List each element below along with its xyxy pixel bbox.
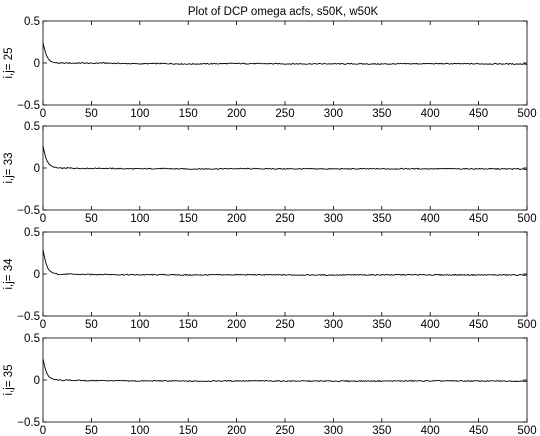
acf-series-line (42, 249, 528, 277)
x-tick-label: 500 (517, 213, 536, 225)
y-tick-label: 0 (34, 58, 40, 70)
x-tick-label: 350 (372, 425, 391, 436)
y-tick-label: 0.5 (24, 16, 40, 28)
x-tick-label: 450 (469, 108, 488, 120)
x-tick-label: 100 (130, 425, 149, 436)
x-tick-label: 500 (517, 425, 536, 436)
y-axis-label: i,j= 35 (3, 364, 15, 395)
x-tick-label: 250 (275, 213, 294, 225)
y-axis-label: i,j= 34 (3, 258, 15, 290)
x-tick-label: 450 (469, 425, 488, 436)
x-tick-label: 400 (421, 213, 440, 225)
y-tick-label: −0.5 (17, 311, 40, 323)
subplot-4: 0 50 100 150 200 250 300 350 400 450 500−0.500.5i,… (3, 333, 537, 436)
acf-series-line (42, 358, 528, 383)
y-tick-label: 0.5 (24, 227, 40, 239)
chart-title: Plot of DCP omega acfs, s50K, w50K (188, 6, 379, 18)
x-tick-label: 350 (372, 319, 391, 331)
x-tick-label: 500 (517, 319, 536, 331)
x-tick-label: 350 (372, 213, 391, 225)
x-tick-label: 200 (227, 213, 246, 225)
x-tick-label: 150 (179, 108, 198, 120)
x-tick-label: 400 (421, 425, 440, 436)
x-tick-label: 300 (324, 425, 343, 436)
y-tick-label: 0.5 (24, 121, 40, 133)
acf-series-line (42, 146, 528, 170)
x-tick-label: 0 (40, 108, 46, 120)
x-tick-label: 450 (469, 213, 488, 225)
x-tick-label: 100 (130, 319, 149, 331)
x-tick-label: 300 (324, 319, 343, 331)
y-axis-label: i,j= 25 (3, 47, 15, 78)
x-tick-label: 50 (85, 319, 98, 331)
subplot-1: 0 50 100 150 200 250 300 350 400 450 500−0.500.5i,… (3, 16, 537, 120)
y-tick-label: 0.5 (24, 333, 40, 345)
x-tick-label: 250 (275, 425, 294, 436)
x-tick-label: 150 (179, 213, 198, 225)
x-tick-label: 500 (517, 108, 536, 120)
x-tick-label: 150 (179, 319, 198, 331)
x-tick-label: 350 (372, 108, 391, 120)
x-tick-label: 50 (85, 425, 98, 436)
y-axis-label: i,j= 33 (3, 152, 15, 183)
x-tick-label: 250 (275, 319, 294, 331)
x-tick-label: 0 (40, 319, 46, 331)
subplot-panels: 0 50 100 150 200 250 300 350 400 450 500−0.500.5i,… (3, 16, 537, 436)
subplot-2: 0 50 100 150 200 250 300 350 400 450 500−0.500.5i,… (3, 121, 537, 225)
axes-frame (42, 231, 528, 317)
x-tick-label: 50 (85, 213, 98, 225)
y-tick-label: 0 (34, 269, 40, 281)
x-tick-label: 200 (227, 425, 246, 436)
y-tick-label: −0.5 (17, 205, 40, 217)
y-tick-label: −0.5 (17, 100, 40, 112)
x-tick-label: 250 (275, 108, 294, 120)
x-tick-label: 400 (421, 108, 440, 120)
y-tick-label: 0 (34, 163, 40, 175)
x-tick-label: 0 (40, 425, 46, 436)
x-tick-label: 450 (469, 319, 488, 331)
subplot-3: 0 50 100 150 200 250 300 350 400 450 500−0.500.5i,… (3, 227, 537, 331)
acf-series-line (42, 42, 528, 65)
x-tick-label: 200 (227, 108, 246, 120)
y-tick-label: 0 (34, 375, 40, 387)
x-tick-label: 50 (85, 108, 98, 120)
x-tick-label: 100 (130, 213, 149, 225)
x-tick-label: 0 (40, 213, 46, 225)
x-tick-label: 200 (227, 319, 246, 331)
x-tick-label: 100 (130, 108, 149, 120)
x-tick-label: 300 (324, 213, 343, 225)
x-tick-label: 150 (179, 425, 198, 436)
x-tick-label: 300 (324, 108, 343, 120)
x-tick-label: 400 (421, 319, 440, 331)
y-tick-label: −0.5 (17, 417, 40, 429)
